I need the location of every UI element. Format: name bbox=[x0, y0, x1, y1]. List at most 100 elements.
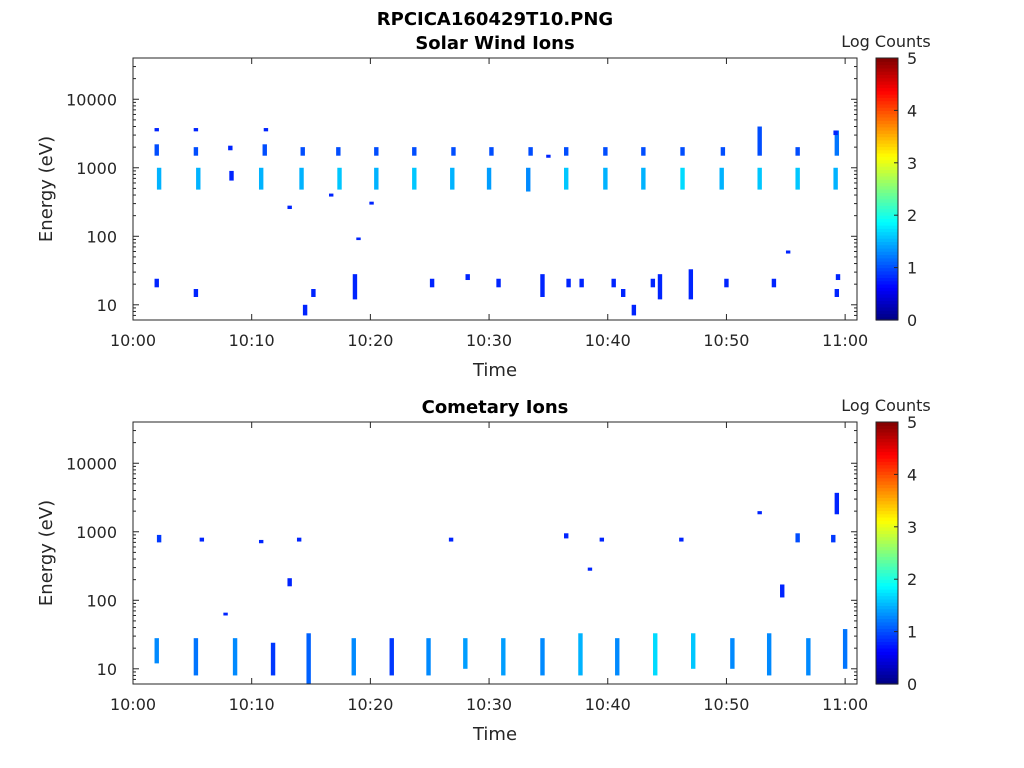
colorbar-segment bbox=[876, 674, 898, 679]
heatmap-cell bbox=[193, 289, 199, 297]
colorbar-segment bbox=[876, 513, 898, 518]
y-tick-label: 1000 bbox=[76, 523, 117, 542]
heatmap-cell bbox=[653, 633, 658, 676]
colorbar-segment bbox=[876, 634, 898, 639]
heatmap-cell bbox=[566, 278, 571, 288]
heatmap-cell bbox=[302, 304, 308, 316]
colorbar-segment bbox=[876, 67, 898, 72]
colorbar-segment bbox=[876, 438, 898, 443]
heatmap-cell bbox=[757, 511, 762, 515]
heatmap-cell bbox=[564, 147, 569, 156]
heatmap-cell bbox=[389, 638, 394, 676]
heatmap-cell bbox=[193, 638, 199, 676]
colorbar-segment bbox=[876, 218, 898, 223]
colorbar-segment bbox=[876, 277, 898, 282]
x-tick-label: 10:50 bbox=[703, 695, 749, 714]
colorbar-segment bbox=[876, 431, 898, 436]
heatmap-cell bbox=[724, 278, 729, 288]
colorbar-segment bbox=[876, 435, 898, 439]
heatmap-cell bbox=[579, 278, 584, 288]
colorbar-segment bbox=[876, 80, 898, 85]
solar-wind-axes-box bbox=[132, 57, 858, 321]
heatmap-cell bbox=[833, 167, 838, 190]
colorbar-segment bbox=[876, 280, 898, 285]
colorbar-segment bbox=[876, 680, 898, 685]
heatmap-cell bbox=[564, 533, 569, 539]
colorbar-segment bbox=[876, 251, 898, 256]
colorbar-segment bbox=[876, 270, 898, 275]
colorbar-segment bbox=[876, 448, 898, 453]
colorbar-segment bbox=[876, 215, 898, 220]
colorbar-tick-label: 1 bbox=[907, 259, 917, 278]
colorbar-segment bbox=[876, 670, 898, 675]
heatmap-cell bbox=[806, 638, 811, 676]
heatmap-cell bbox=[496, 278, 501, 288]
colorbar-segment bbox=[876, 261, 898, 265]
colorbar-segment bbox=[876, 283, 898, 288]
heatmap-cell bbox=[374, 167, 379, 190]
heatmap-cell bbox=[679, 537, 684, 542]
colorbar-segment bbox=[876, 77, 898, 82]
colorbar-segment bbox=[876, 553, 898, 557]
colorbar-segment bbox=[876, 494, 898, 498]
colorbar-tick-label: 3 bbox=[907, 518, 917, 537]
colorbar-segment bbox=[876, 503, 898, 508]
colorbar-segment bbox=[876, 192, 898, 197]
colorbar-segment bbox=[876, 267, 898, 272]
colorbar-segment bbox=[876, 559, 898, 564]
heatmap-cell bbox=[369, 201, 374, 205]
colorbar-tick-label: 3 bbox=[907, 154, 917, 173]
heatmap-cell bbox=[833, 130, 838, 136]
heatmap-cell bbox=[296, 537, 302, 542]
colorbar-segment bbox=[876, 182, 898, 187]
heatmap-cell bbox=[611, 278, 616, 288]
colorbar-segment bbox=[876, 654, 898, 659]
colorbar-tick-label: 4 bbox=[907, 465, 917, 484]
colorbar-segment bbox=[876, 621, 898, 626]
x-tick-label: 10:50 bbox=[703, 331, 749, 350]
x-tick-label: 10:10 bbox=[229, 331, 275, 350]
solar-wind-title: Solar Wind Ions bbox=[415, 33, 574, 54]
colorbar-segment bbox=[876, 533, 898, 538]
colorbar-segment bbox=[876, 257, 898, 262]
heatmap-cell bbox=[258, 539, 264, 544]
heatmap-cell bbox=[154, 278, 159, 288]
cometary-axes: 10:00 10:10 10:20 10:30 10:40 10:50 11:00 10 100… bbox=[66, 421, 868, 714]
heatmap-cell bbox=[620, 289, 626, 297]
heatmap-cell bbox=[834, 130, 840, 156]
colorbar-segment bbox=[876, 90, 898, 95]
colorbar-segment bbox=[876, 225, 898, 229]
heatmap-cell bbox=[156, 534, 162, 543]
heatmap-cell bbox=[691, 633, 696, 669]
colorbar-segment bbox=[876, 543, 898, 548]
colorbar-segment bbox=[876, 562, 898, 567]
heatmap-cell bbox=[641, 167, 646, 190]
colorbar-segment bbox=[876, 592, 898, 597]
colorbar-segment bbox=[876, 244, 898, 249]
colorbar-tick-label: 5 bbox=[907, 413, 917, 432]
colorbar-segment bbox=[876, 97, 898, 102]
heatmap-cell bbox=[540, 274, 545, 297]
colorbar-segment bbox=[876, 566, 898, 570]
heatmap-cell bbox=[154, 128, 159, 132]
colorbar-segment bbox=[876, 461, 898, 466]
heatmap-cell bbox=[757, 126, 762, 156]
colorbar-segment bbox=[876, 474, 898, 479]
colorbar-segment bbox=[876, 116, 898, 121]
colorbar-segment bbox=[876, 526, 898, 531]
heatmap-cell bbox=[223, 612, 228, 616]
colorbar-segment bbox=[876, 425, 898, 430]
heatmap-cell bbox=[842, 629, 848, 669]
heatmap-cell bbox=[351, 638, 356, 676]
y-tick-label: 10000 bbox=[66, 454, 117, 473]
heatmap-cell bbox=[603, 147, 608, 156]
colorbar-segment bbox=[876, 516, 898, 521]
colorbar-segment bbox=[876, 221, 898, 226]
colorbar-tick-label: 5 bbox=[907, 49, 917, 68]
heatmap-cell bbox=[564, 167, 569, 190]
cometary-heatmap bbox=[154, 492, 848, 684]
heatmap-cell bbox=[193, 128, 199, 132]
heatmap-cell bbox=[795, 167, 800, 190]
colorbar-segment bbox=[876, 536, 898, 541]
x-tick-label: 10:00 bbox=[110, 331, 156, 350]
